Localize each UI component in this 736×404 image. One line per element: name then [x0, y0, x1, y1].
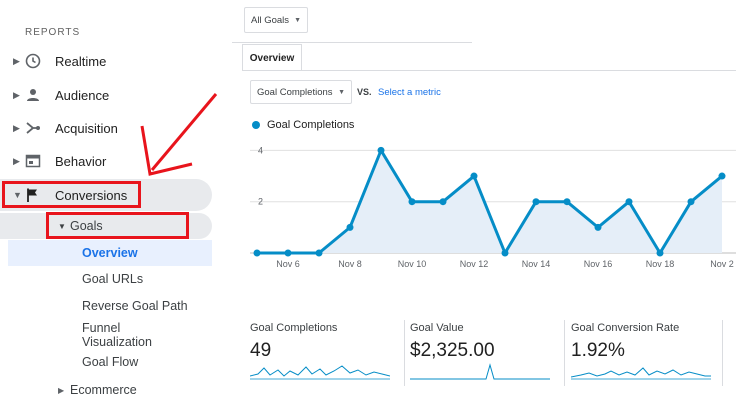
metric-divider [564, 320, 565, 386]
sidebar-item-goal-flow[interactable]: Goal Flow [82, 349, 138, 375]
x-tick-label: Nov 14 [522, 259, 551, 269]
ecommerce-label: Ecommerce [70, 383, 137, 397]
acquisition-icon [24, 119, 42, 137]
data-point[interactable] [408, 198, 416, 206]
x-tick-label: Nov 12 [460, 259, 489, 269]
caret-right-icon: ▶ [13, 155, 20, 166]
tab-divider [242, 70, 736, 71]
sparkline [571, 367, 711, 380]
caret-right-icon: ▶ [13, 89, 20, 100]
series-line-goal-completions [257, 148, 723, 255]
select-metric-link[interactable]: Select a metric [378, 87, 441, 98]
metric-divider [722, 320, 723, 386]
sidebar-item-goal-urls[interactable]: Goal URLs [82, 266, 143, 292]
x-tick-label: Nov 2 [710, 259, 734, 269]
sparkline [250, 365, 390, 380]
data-point[interactable] [439, 198, 447, 206]
data-point[interactable] [315, 249, 323, 257]
data-point[interactable] [470, 172, 478, 180]
caret-right-icon: ▶ [13, 122, 20, 133]
person-icon [24, 86, 42, 104]
x-tick-label: Nov 18 [646, 259, 675, 269]
annotation-box-conversions [2, 181, 141, 208]
reports-header: REPORTS [25, 27, 81, 38]
chart-legend: Goal Completions [252, 119, 354, 131]
annotation-box-goals [46, 212, 189, 239]
sidebar-item-realtime[interactable]: ▶ Realtime [0, 45, 212, 77]
sidebar-item-label: Realtime [55, 53, 107, 69]
metric-goal-completions[interactable]: Goal Completions 49 [250, 318, 400, 390]
data-point[interactable] [501, 249, 509, 257]
metric-goal-value[interactable]: Goal Value $2,325.00 [410, 318, 560, 390]
all-goals-select-label: All Goals [251, 14, 290, 26]
tab-overview[interactable]: Overview [242, 44, 302, 71]
data-point[interactable] [687, 198, 695, 206]
goal-toolbar: All Goals ▼ [232, 0, 472, 43]
sidebar-item-label: Audience [55, 87, 110, 103]
data-point[interactable] [284, 249, 292, 257]
sidebar-item-goals[interactable]: ▼ Goals [0, 213, 212, 239]
data-point[interactable] [346, 223, 354, 231]
legend-label: Goal Completions [267, 119, 355, 131]
metric-select-label: Goal Completions [257, 86, 333, 98]
data-point[interactable] [377, 146, 385, 154]
data-point[interactable] [718, 172, 726, 180]
metric-value: 49 [250, 340, 272, 361]
behavior-icon [24, 152, 42, 170]
series-area [257, 150, 722, 253]
caret-down-icon: ▼ [13, 190, 22, 200]
data-point[interactable] [625, 198, 633, 206]
annotation-arrow-icon [140, 93, 218, 176]
data-point[interactable] [532, 198, 540, 206]
sidebar-item-reverse-goal-path[interactable]: Reverse Goal Path [82, 293, 188, 319]
chevron-down-icon: ▼ [338, 88, 345, 96]
y-tick-label: 4 [258, 145, 263, 155]
metric-goal-conversion-rate[interactable]: Goal Conversion Rate 1.92% [571, 318, 721, 390]
sidebar-item-label: Acquisition [55, 120, 118, 136]
metric-name: Goal Value [410, 322, 464, 334]
tab-overview-label: Overview [249, 52, 295, 64]
sidebar-item-audience[interactable]: ▶ Audience [0, 79, 212, 111]
flag-icon [24, 186, 42, 204]
goals-label: Goals [70, 219, 103, 233]
x-tick-label: Nov 16 [584, 259, 613, 269]
goal-flow-label: Goal Flow [82, 355, 139, 369]
caret-down-icon: ▼ [58, 221, 66, 231]
sidebar-item-funnel-visualization[interactable]: Funnel Visualization [82, 320, 152, 350]
sidebar-item-label: Behavior [55, 153, 107, 169]
chevron-down-icon: ▼ [294, 16, 301, 24]
legend-swatch [252, 121, 260, 129]
sparkline [410, 363, 550, 380]
sidebar-item-label: Conversions [55, 187, 128, 203]
clock-icon [24, 52, 42, 70]
data-point[interactable] [563, 198, 571, 206]
x-tick-label: Nov 6 [276, 259, 300, 269]
sidebar-item-ecommerce[interactable]: ▶ Ecommerce [0, 377, 212, 403]
reverse-goal-path-label: Reverse Goal Path [82, 299, 188, 313]
metric-name: Goal Completions [250, 322, 338, 334]
sidebar-item-behavior[interactable]: ▶ Behavior [0, 145, 212, 177]
sidebar-item-goal-overview[interactable]: Overview [8, 240, 212, 266]
vs-label: VS. [357, 87, 372, 97]
metric-name: Goal Conversion Rate [571, 322, 680, 334]
metric-value: 1.92% [571, 340, 625, 361]
y-tick-label: 2 [258, 197, 263, 207]
goal-overview-label: Overview [82, 246, 138, 260]
main-content: All Goals ▼ Overview Goal Completions ▼ … [232, 0, 736, 404]
funnel-visualization-label: Funnel Visualization [82, 321, 152, 349]
caret-right-icon: ▶ [13, 55, 20, 66]
caret-right-icon: ▶ [58, 385, 65, 395]
all-goals-select[interactable]: All Goals ▼ [244, 7, 308, 33]
sidebar-item-acquisition[interactable]: ▶ Acquisition [0, 112, 212, 144]
data-point[interactable] [594, 223, 602, 231]
metric-divider [404, 320, 405, 386]
x-tick-label: Nov 8 [338, 259, 362, 269]
goal-completions-chart[interactable]: 2 4 Nov 6 Nov 8 Nov 10 Nov 12 Nov 14 Nov 16 Nov … [232, 135, 736, 275]
data-point[interactable] [253, 249, 261, 257]
metric-value: $2,325.00 [410, 340, 495, 361]
metric-select[interactable]: Goal Completions ▼ [250, 80, 352, 104]
x-tick-label: Nov 10 [398, 259, 427, 269]
goal-urls-label: Goal URLs [82, 272, 144, 286]
data-point[interactable] [656, 249, 664, 257]
